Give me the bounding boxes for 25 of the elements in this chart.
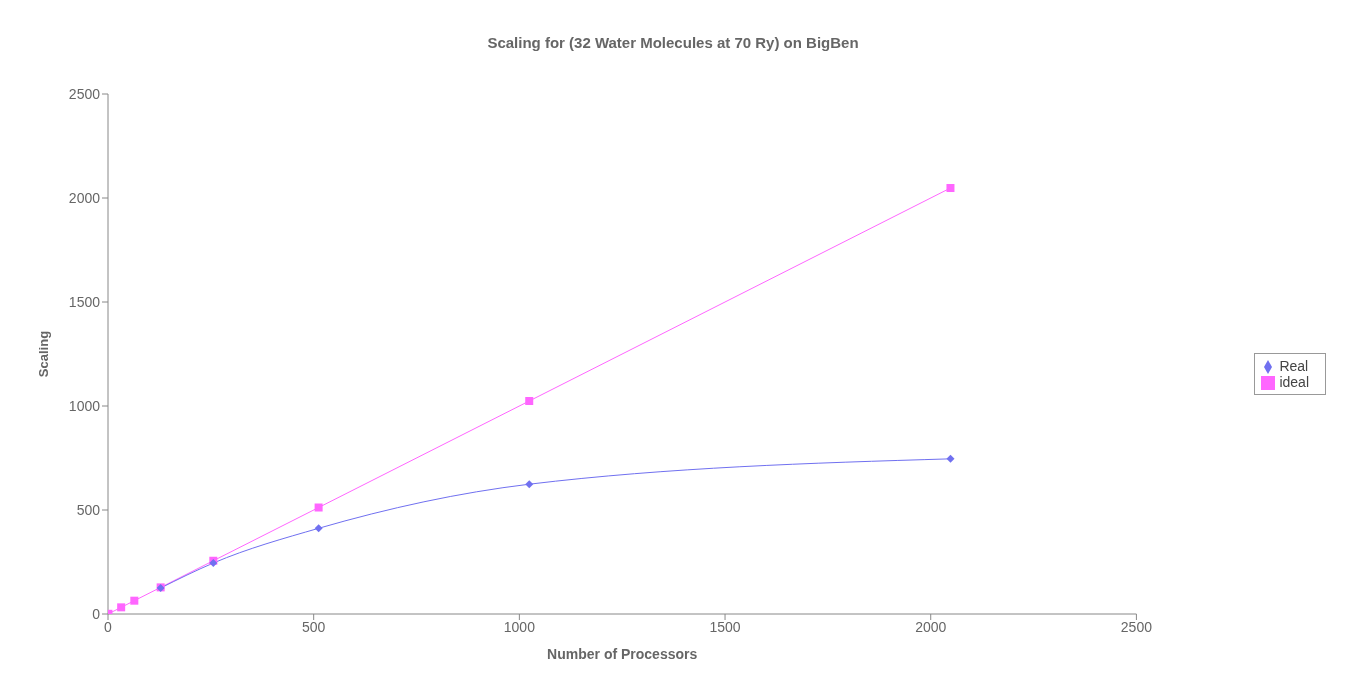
point (525, 397, 534, 406)
x-tick-label: 2500 (1120, 618, 1153, 635)
legend-label: Real (1279, 357, 1309, 374)
legend-label: ideal (1279, 374, 1309, 390)
point (946, 454, 955, 463)
x-tick-label: 1000 (503, 618, 536, 635)
y-axis-title: Scaling (35, 330, 51, 378)
x-tick-label: 500 (302, 618, 326, 635)
x-tick-label: 1500 (709, 618, 741, 635)
chart-title: Scaling for (32 Water Molecules at 70 Ry) on BigBen (486, 33, 860, 53)
point (117, 603, 126, 612)
y-tick-label: 1000 (68, 397, 101, 414)
x-axis-title: Number of Processors (547, 646, 698, 662)
point (946, 184, 955, 193)
point (314, 524, 323, 533)
point (525, 480, 534, 489)
point (130, 596, 139, 605)
x-tick-label: 0 (104, 618, 113, 635)
y-tick-label: 0 (92, 605, 101, 622)
y-tick-label: 2000 (68, 189, 101, 206)
y-tick-label: 1500 (68, 293, 101, 310)
y-tick-label: 500 (76, 501, 101, 518)
x-tick-label: 2000 (915, 618, 947, 635)
y-tick-label: 2500 (68, 85, 101, 102)
point (314, 503, 323, 512)
